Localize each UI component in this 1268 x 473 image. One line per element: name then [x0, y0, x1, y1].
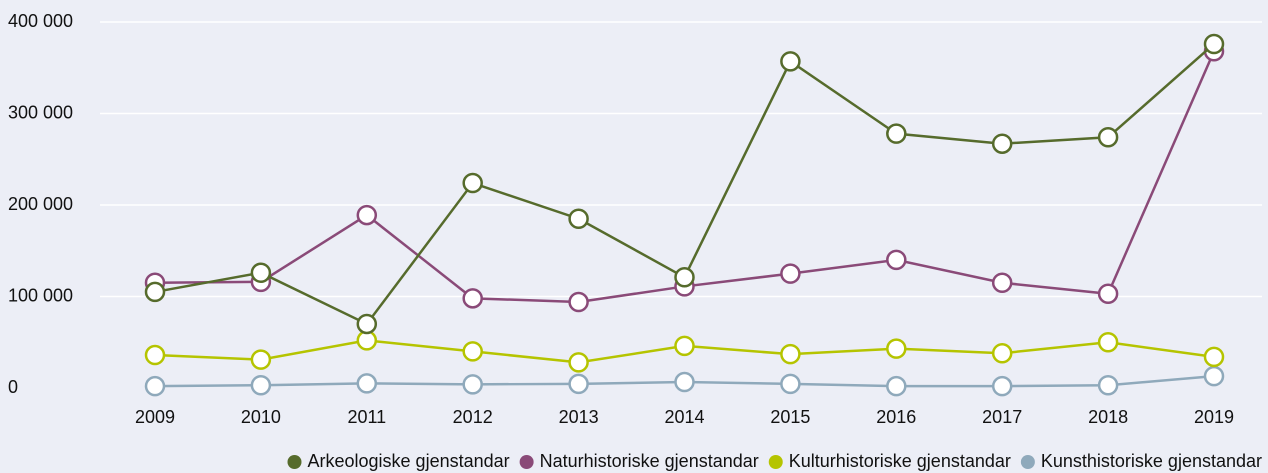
- data-point: [1203, 33, 1225, 55]
- data-point: [144, 281, 166, 303]
- data-point: [991, 272, 1013, 294]
- data-point: [780, 373, 801, 395]
- data-point: [780, 343, 801, 365]
- data-point: [144, 375, 166, 397]
- x-tick-label: 2010: [241, 407, 281, 427]
- data-point: [1097, 127, 1119, 148]
- data-point: [462, 172, 483, 194]
- x-tick-label: 2018: [1088, 407, 1128, 427]
- data-point: [568, 373, 589, 395]
- data-point: [250, 349, 272, 370]
- legend-marker: [768, 455, 783, 469]
- x-tick-label: 2017: [982, 407, 1022, 427]
- y-tick-label: 100 000: [8, 285, 73, 305]
- data-point: [1097, 332, 1119, 353]
- legend-label: Naturhistoriske gjenstandar: [540, 451, 759, 471]
- x-tick-label: 2016: [876, 407, 916, 427]
- legend-label: Kunsthistoriske gjenstandar: [1041, 451, 1262, 471]
- data-point: [780, 263, 801, 284]
- x-tick-label: 2012: [453, 407, 493, 427]
- data-point: [356, 373, 378, 394]
- data-point: [886, 249, 907, 271]
- x-tick-label: 2019: [1194, 407, 1234, 427]
- data-point: [780, 51, 801, 72]
- data-point: [568, 291, 589, 313]
- data-point: [462, 288, 483, 309]
- x-tick-label: 2015: [770, 407, 810, 427]
- x-tick-label: 2011: [347, 407, 386, 427]
- data-point: [674, 267, 695, 288]
- y-tick-label: 400 000: [8, 11, 73, 31]
- x-tick-label: 2013: [559, 407, 599, 427]
- data-point: [886, 338, 907, 359]
- x-tick-label: 2009: [135, 407, 175, 427]
- legend-marker: [519, 455, 534, 469]
- data-point: [886, 375, 907, 397]
- legend-marker: [287, 455, 302, 469]
- data-point: [356, 313, 378, 335]
- data-point: [991, 375, 1013, 397]
- x-tick-label: 2014: [664, 407, 704, 427]
- y-tick-label: 0: [8, 377, 18, 397]
- data-point: [568, 208, 589, 229]
- data-point: [250, 262, 272, 283]
- data-point: [1097, 375, 1119, 396]
- data-point: [356, 204, 378, 226]
- legend-label: Arkeologiske gjenstandar: [308, 451, 510, 471]
- data-point: [144, 344, 166, 366]
- legend-marker: [1020, 455, 1035, 469]
- data-point: [991, 133, 1013, 154]
- y-tick-label: 300 000: [8, 102, 73, 122]
- data-point: [991, 342, 1013, 364]
- data-point: [674, 371, 695, 393]
- data-point: [1203, 346, 1225, 368]
- y-tick-label: 200 000: [8, 194, 73, 214]
- data-point: [568, 352, 589, 373]
- data-point: [462, 341, 483, 362]
- data-point: [886, 123, 907, 144]
- data-point: [250, 375, 272, 396]
- data-point: [1203, 365, 1225, 387]
- data-point: [1097, 283, 1119, 305]
- series-line: [154, 50, 1216, 304]
- data-point: [462, 374, 483, 395]
- data-point: [674, 335, 695, 357]
- legend-label: Kulturhistoriske gjenstandar: [789, 451, 1011, 471]
